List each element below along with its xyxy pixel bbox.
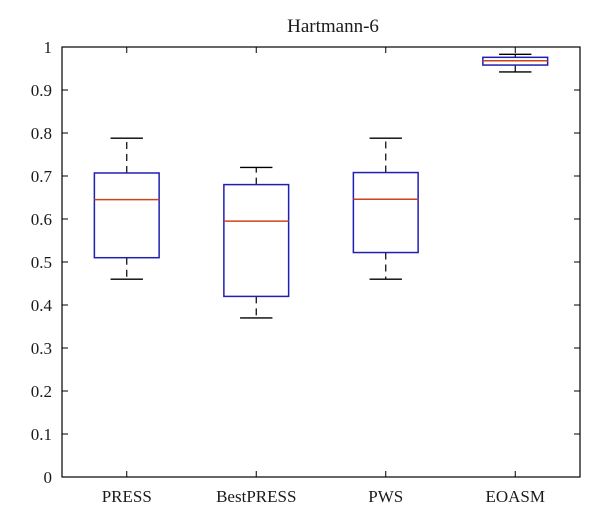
- y-axis: 0 0.1 0.2 0.3 0.4 0.5 0.6 0.7 0.8 0.9 1: [31, 38, 580, 487]
- box-rect: [93, 172, 160, 259]
- y-tick-label: 0.9: [31, 81, 52, 100]
- y-tick-label: 0.6: [31, 210, 52, 229]
- y-tick-label: 0.4: [31, 296, 53, 315]
- box-eoasm: [482, 53, 549, 73]
- x-axis: PRESS BestPRESS PWS EOASM: [102, 47, 545, 506]
- boxes-group: [93, 53, 549, 319]
- x-tick-label: EOASM: [485, 487, 545, 506]
- y-tick-label: 0.3: [31, 339, 52, 358]
- chart-title: Hartmann-6: [287, 16, 379, 37]
- box-rect: [352, 171, 419, 254]
- y-tick-label: 0: [44, 468, 53, 487]
- box-press: [93, 137, 160, 280]
- box-bestpress: [223, 166, 290, 319]
- box-rect: [223, 183, 290, 298]
- y-tick-label: 0.8: [31, 124, 52, 143]
- x-tick-label: PWS: [368, 487, 403, 506]
- y-tick-label: 0.1: [31, 425, 52, 444]
- x-tick-label: PRESS: [102, 487, 152, 506]
- plot-frame: [61, 46, 581, 478]
- y-tick-label: 1: [44, 38, 53, 57]
- box-pws: [352, 137, 419, 280]
- y-tick-label: 0.2: [31, 382, 52, 401]
- y-tick-label: 0.5: [31, 253, 52, 272]
- y-tick-label: 0.7: [31, 167, 53, 186]
- x-tick-label: BestPRESS: [216, 487, 296, 506]
